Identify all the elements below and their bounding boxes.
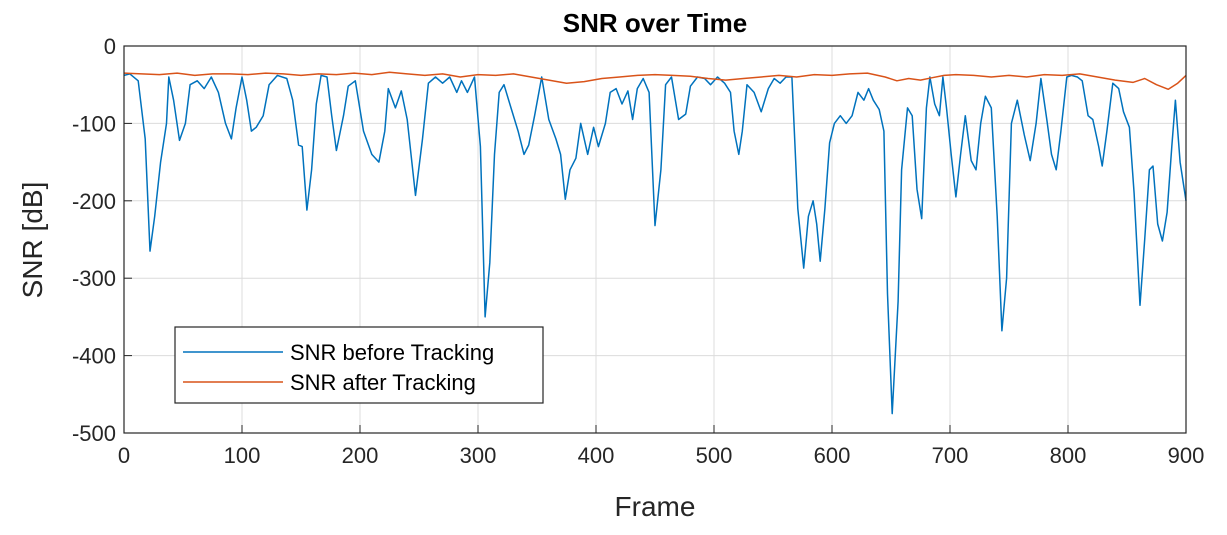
series-layer [123,71,1187,415]
x-tick-label: 800 [1050,443,1087,468]
y-tick-label: -400 [72,344,116,369]
y-axis-label: SNR [dB] [17,182,48,299]
legend-box [174,326,544,404]
x-axis-label: Frame [615,491,696,522]
x-tick-label: 600 [814,443,851,468]
x-tick-label: 200 [342,443,379,468]
chart-title: SNR over Time [563,8,747,38]
x-tick-label: 400 [578,443,615,468]
series-line-after-tracking [123,71,1187,91]
y-tick-label: -200 [72,189,116,214]
x-tick-label: 300 [460,443,497,468]
x-tick-label: 700 [932,443,969,468]
y-tick-label: -300 [72,266,116,291]
series-line-before-tracking [123,73,1187,415]
x-tick-label: 900 [1168,443,1205,468]
y-tick-label: -500 [72,421,116,446]
legend-label-after: SNR after Tracking [290,370,476,395]
x-tick-label: 100 [224,443,261,468]
y-tick-label: 0 [104,34,116,59]
plot-frame [123,45,1187,434]
legend-label-before: SNR before Tracking [290,340,494,365]
x-tick-label: 0 [118,443,130,468]
y-tick-label: -100 [72,111,116,136]
x-tick-label: 500 [696,443,733,468]
ticks: 0 100 200 300 400 500 600 700 800 900 0 -100 -200 -30… [72,34,1204,468]
legend: SNR before Tracking SNR after Tracking [174,326,544,404]
